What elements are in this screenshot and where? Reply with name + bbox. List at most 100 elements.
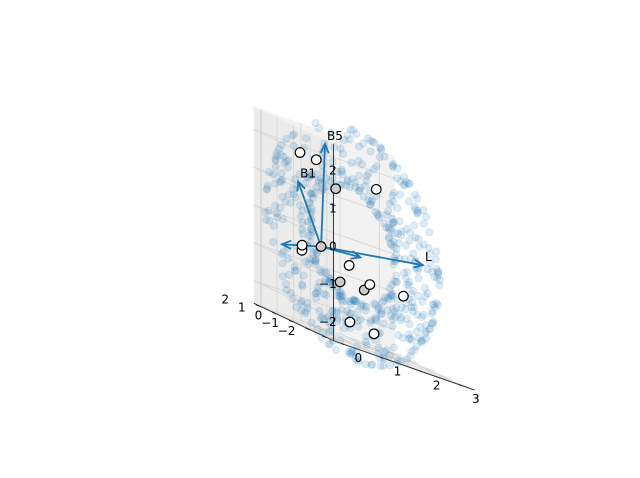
cloud-point (390, 344, 397, 351)
reference-point (311, 155, 321, 165)
cloud-point (363, 341, 370, 348)
cloud-point (332, 346, 339, 353)
cloud-point (362, 182, 369, 189)
cloud-point (433, 265, 440, 272)
cloud-point (398, 314, 405, 321)
cloud-point (289, 295, 296, 302)
cloud-point (325, 340, 332, 347)
vector-label: B1 (300, 166, 316, 180)
cloud-point (299, 219, 306, 226)
cloud-point (381, 294, 388, 301)
reference-point (369, 329, 379, 339)
y-tick-label: 2 (221, 293, 229, 307)
cloud-point (389, 322, 396, 329)
z-tick-label: −1 (319, 277, 337, 291)
cloud-point (383, 211, 390, 218)
reference-point (335, 277, 345, 287)
y-tick-label: −2 (278, 324, 296, 338)
cloud-point (407, 352, 414, 359)
cloud-point (423, 213, 430, 220)
reference-point (297, 240, 307, 250)
cloud-point (312, 119, 319, 126)
cloud-point (415, 335, 422, 342)
cloud-point (337, 337, 344, 344)
cloud-point (347, 310, 354, 317)
x-tick-label: 2 (433, 378, 441, 392)
cloud-point (278, 142, 285, 149)
cloud-point (299, 283, 306, 290)
cloud-point (311, 190, 318, 197)
reference-point (371, 185, 381, 195)
x-tick-label: 1 (394, 365, 402, 379)
cloud-point (421, 284, 428, 291)
cloud-point (364, 135, 371, 142)
cloud-point (420, 220, 427, 227)
cloud-point (380, 320, 387, 327)
cloud-point (373, 163, 380, 170)
y-tick-label: 0 (255, 308, 263, 322)
cloud-point (326, 329, 333, 336)
cloud-point (393, 279, 400, 286)
cloud-point (434, 274, 441, 281)
cloud-point (292, 194, 299, 201)
cloud-point (415, 275, 422, 282)
cloud-point (355, 172, 362, 179)
cloud-point (363, 303, 370, 310)
cloud-point (272, 163, 279, 170)
cloud-point (300, 272, 307, 279)
cloud-point (406, 335, 413, 342)
cloud-point (270, 238, 277, 245)
cloud-point (273, 210, 280, 217)
cloud-point (356, 143, 363, 150)
cloud-point (265, 207, 272, 214)
cloud-point (263, 216, 270, 223)
cloud-point (290, 131, 297, 138)
cloud-point (298, 307, 305, 314)
z-tick-label: −2 (319, 315, 337, 329)
reference-point (399, 291, 409, 301)
cloud-point (283, 135, 290, 142)
cloud-point (426, 229, 433, 236)
cloud-point (414, 311, 421, 318)
z-tick-label: 2 (329, 164, 337, 178)
cloud-point (290, 143, 297, 150)
cloud-point (406, 279, 413, 286)
cloud-point (358, 161, 365, 168)
cloud-point (389, 192, 396, 199)
cloud-point (298, 298, 305, 305)
y-tick-label: 1 (238, 300, 246, 314)
cloud-point (412, 234, 419, 241)
cloud-point (390, 218, 397, 225)
cloud-point (384, 306, 391, 313)
cloud-point (291, 264, 298, 271)
cloud-point (310, 249, 317, 256)
reference-point (344, 261, 354, 271)
cloud-point (339, 150, 346, 157)
cloud-point (389, 290, 396, 297)
cloud-point (273, 152, 280, 159)
cloud-point (413, 343, 420, 350)
reference-point (316, 242, 326, 252)
cloud-point (410, 250, 417, 257)
vector-label: L (425, 250, 432, 264)
cloud-point (394, 204, 401, 211)
cloud-point (386, 352, 393, 359)
cloud-point (316, 307, 323, 314)
cloud-point (284, 255, 291, 262)
cloud-point (396, 191, 403, 198)
cloud-point (302, 135, 309, 142)
cloud-point (405, 198, 412, 205)
x-tick-label: 0 (354, 351, 362, 365)
cloud-point (404, 268, 411, 275)
cloud-point (281, 159, 288, 166)
cloud-point (362, 361, 369, 368)
cloud-point (431, 304, 438, 311)
cloud-point (367, 148, 374, 155)
x-tick-label: 3 (472, 392, 480, 406)
cloud-point (416, 243, 423, 250)
cloud-point (278, 178, 285, 185)
cloud-point (367, 317, 374, 324)
cloud-point (280, 248, 287, 255)
cloud-point (377, 363, 384, 370)
